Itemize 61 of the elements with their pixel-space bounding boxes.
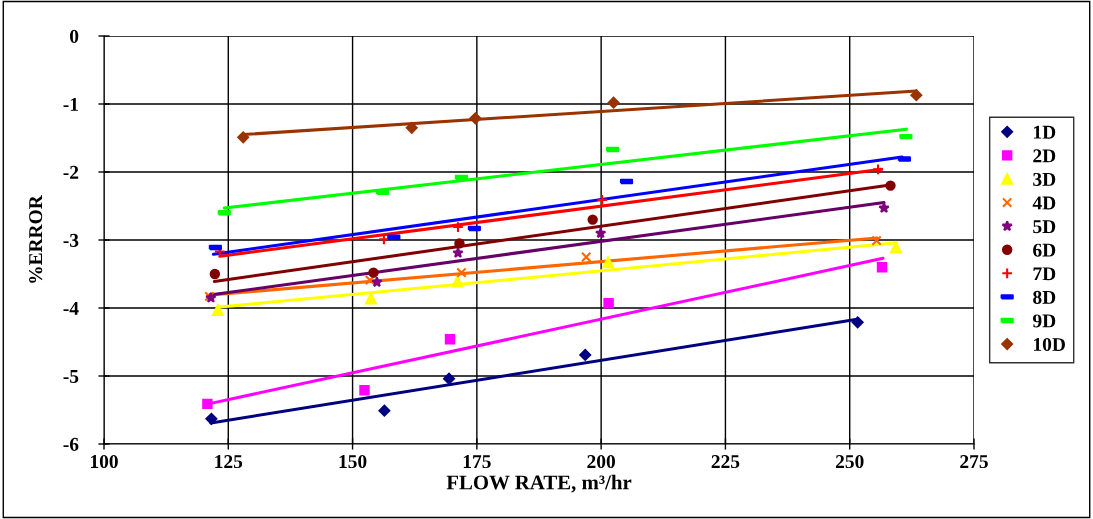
point xyxy=(602,256,614,269)
point xyxy=(878,202,890,214)
point xyxy=(452,221,464,233)
y-tick-label: -4 xyxy=(63,301,79,315)
point xyxy=(443,372,455,385)
legend-label: 8D xyxy=(1033,290,1056,304)
legend-label: 2D xyxy=(1033,149,1056,163)
legend-label: 6D xyxy=(1033,243,1056,257)
x-tick-label: 200 xyxy=(587,454,615,469)
x-tick-label: 100 xyxy=(90,454,118,469)
y-tick-label: -2 xyxy=(63,165,79,179)
point xyxy=(871,235,882,246)
legend-label: 10D xyxy=(1034,337,1065,352)
point xyxy=(202,398,213,410)
x-tick-label: 225 xyxy=(711,455,740,469)
point xyxy=(587,214,598,225)
y-tick-label: -1 xyxy=(63,97,78,111)
legend-label: 4D xyxy=(1032,196,1056,210)
point xyxy=(405,121,418,134)
point xyxy=(607,96,620,109)
x-tick-label: 125 xyxy=(215,455,243,469)
point xyxy=(365,292,377,305)
point xyxy=(910,89,923,102)
legend-label: 3D xyxy=(1033,172,1056,186)
point xyxy=(371,276,383,288)
y-axis-title: %ERROR xyxy=(29,195,43,283)
point xyxy=(209,268,221,280)
x-tick-label: 175 xyxy=(463,455,491,469)
point xyxy=(237,131,250,144)
x-tick-label: 275 xyxy=(960,455,988,469)
point xyxy=(451,275,464,288)
point xyxy=(444,334,456,345)
x-tick-label: 150 xyxy=(339,454,367,469)
point xyxy=(452,247,464,258)
point xyxy=(359,385,370,396)
point xyxy=(364,274,376,286)
x-tick-label: 250 xyxy=(835,454,864,469)
legend-label: 9D xyxy=(1032,314,1056,328)
point xyxy=(378,404,391,417)
point xyxy=(581,251,592,263)
legend-label: 1D xyxy=(1034,125,1056,139)
point xyxy=(454,238,465,249)
legend-label: 5D xyxy=(1033,220,1056,234)
y-tick-label: -5 xyxy=(63,370,79,383)
point xyxy=(469,112,482,125)
point xyxy=(885,180,896,191)
y-tick-label: -6 xyxy=(63,437,79,451)
point xyxy=(872,163,884,176)
x-axis-title: FLOW RATE, m³/hr xyxy=(446,474,632,493)
point xyxy=(890,241,902,254)
point xyxy=(851,316,864,329)
point xyxy=(594,227,607,239)
point xyxy=(603,298,614,309)
point xyxy=(579,348,592,361)
y-tick-label: 0 xyxy=(70,29,79,43)
y-tick-label: -3 xyxy=(63,233,79,247)
point xyxy=(456,267,467,278)
legend-label: 7D xyxy=(1033,267,1056,281)
point xyxy=(876,261,888,273)
point xyxy=(368,267,379,278)
point xyxy=(205,412,218,425)
